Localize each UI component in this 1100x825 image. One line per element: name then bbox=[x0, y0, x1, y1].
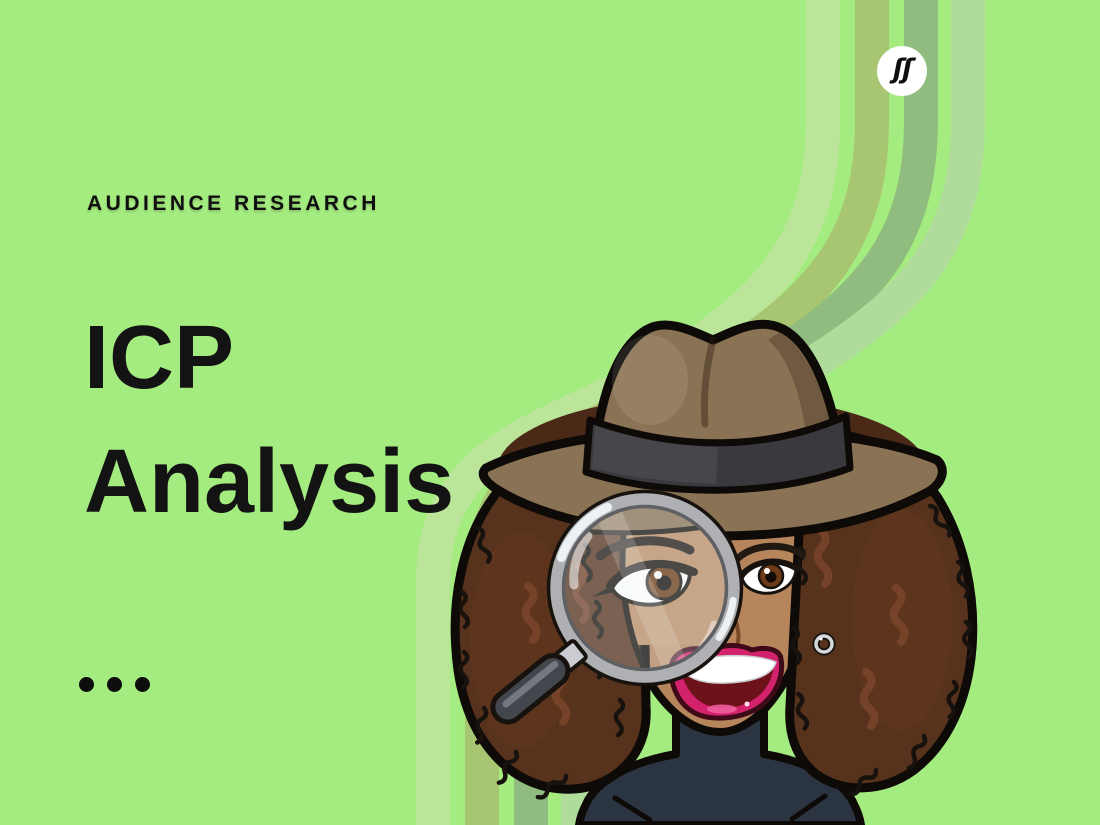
dot bbox=[107, 677, 122, 692]
ellipsis-decoration bbox=[79, 677, 150, 692]
magnifying-glass bbox=[490, 489, 744, 725]
earring bbox=[812, 632, 836, 656]
magnifier-handle bbox=[490, 639, 588, 725]
character-illustration bbox=[450, 319, 978, 825]
fedora-hat bbox=[478, 319, 947, 541]
dot bbox=[79, 677, 94, 692]
title-line-1: ICP bbox=[84, 308, 235, 408]
hat-band bbox=[582, 412, 854, 494]
kicker-label: AUDIENCE RESEARCH bbox=[87, 192, 380, 215]
dot bbox=[135, 677, 150, 692]
page-title: ICP Analysis bbox=[84, 296, 454, 544]
title-line-2: Analysis bbox=[84, 432, 455, 533]
brand-logo-badge: ʃʃ bbox=[877, 46, 927, 96]
right-eyebrow bbox=[732, 542, 806, 564]
brand-logo-glyphs: ʃʃ bbox=[892, 53, 913, 85]
